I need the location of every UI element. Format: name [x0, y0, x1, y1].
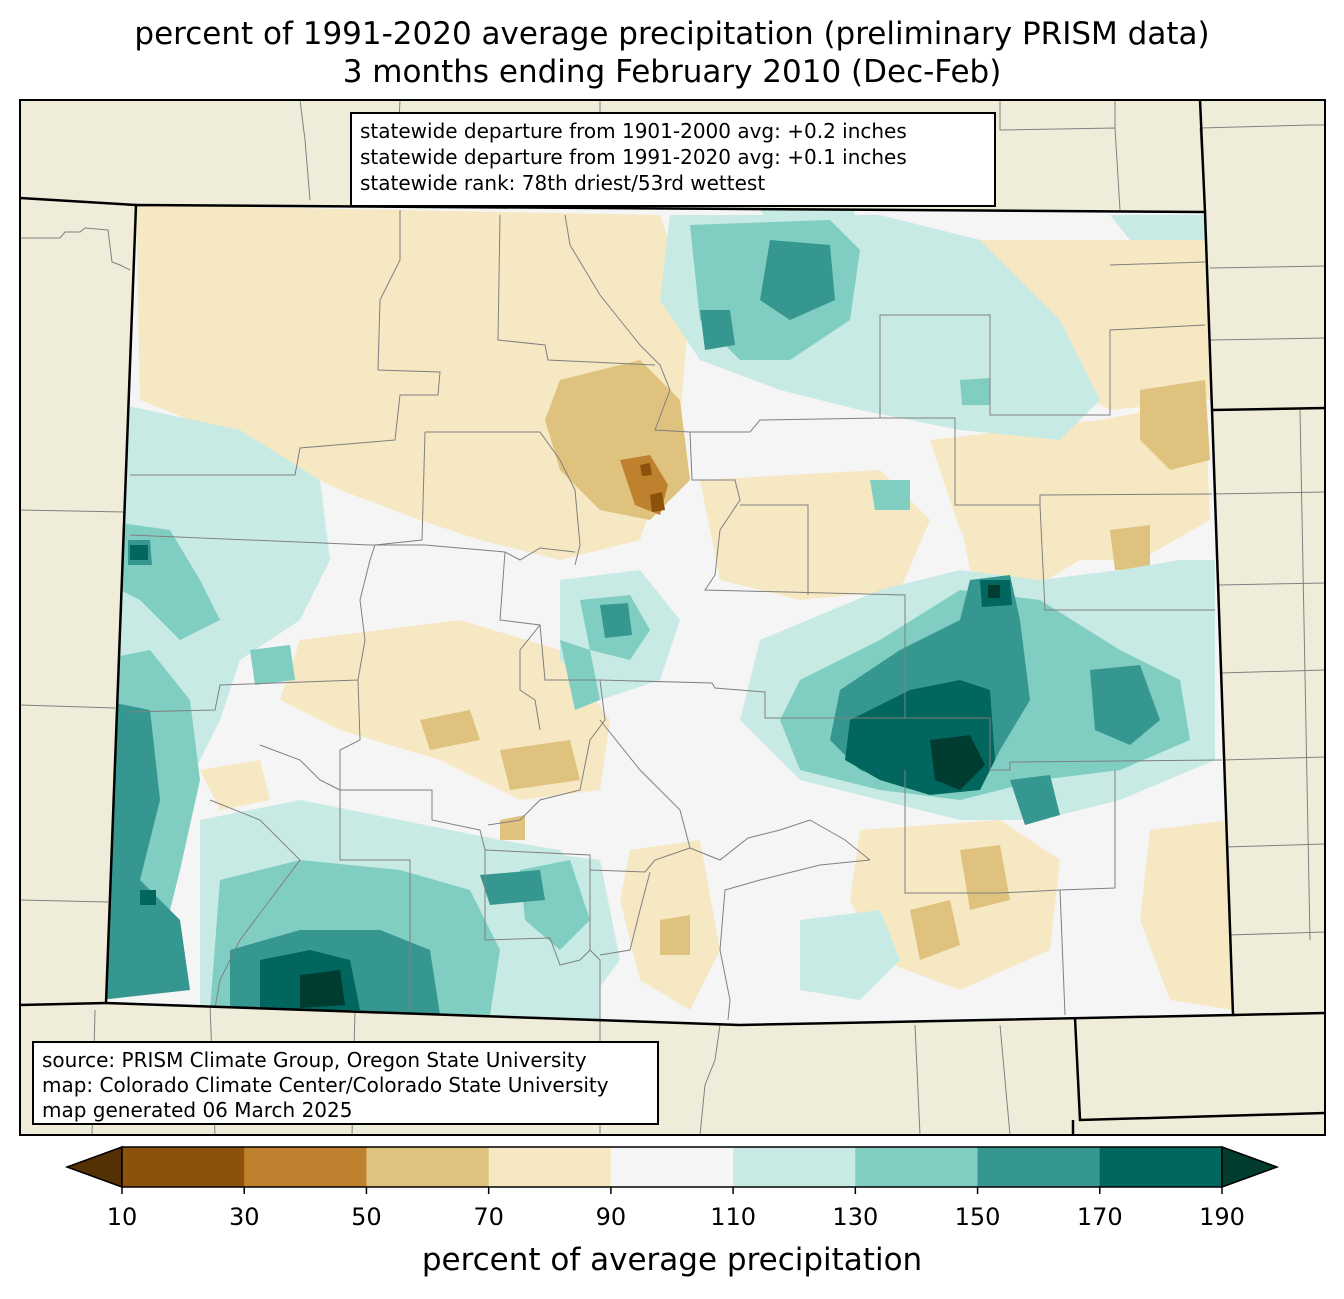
map-title-line1: percent of 1991-2020 average precipitati…	[134, 16, 1210, 52]
colorbar-tick-label: 10	[106, 1203, 138, 1231]
credits-line-3: map generated 06 March 2025	[42, 1098, 353, 1122]
map-frame	[19, 99, 1326, 1136]
colorbar-bin-2	[122, 1147, 245, 1187]
stats-line-1: statewide departure from 1901-2000 avg: …	[360, 119, 907, 143]
colorbar-tick-label: 70	[473, 1203, 504, 1231]
state-boundaries	[19, 99, 1326, 1135]
colorbar-bin-11	[1221, 1145, 1280, 1189]
colorbar-outline	[121, 1146, 1223, 1188]
colorbar-tick-label: 150	[954, 1203, 1001, 1231]
precipitation-field	[106, 205, 1233, 1025]
statewide-stats-box: statewide departure from 1901-2000 avg: …	[350, 112, 996, 207]
colorbar-tick-label: 190	[1199, 1203, 1245, 1231]
stats-line-2: statewide departure from 1991-2020 avg: …	[360, 145, 907, 169]
colorbar-tick-label: 50	[351, 1203, 382, 1231]
colorbar-tick-label: 30	[228, 1203, 260, 1231]
colorbar-bin-8	[855, 1147, 979, 1187]
colorbar-bin-3	[244, 1147, 367, 1187]
colorbar-tick-label: 130	[832, 1203, 879, 1231]
colorbar-label: percent of average precipitation	[421, 1242, 923, 1278]
colorbar-bin-4	[366, 1147, 490, 1187]
colorbar-bin-9	[977, 1147, 1101, 1187]
colorbar-bin-7	[733, 1147, 856, 1187]
stats-line-3: statewide rank: 78th driest/53rd wettest	[360, 171, 766, 195]
colorbar-tick-label: 170	[1076, 1203, 1123, 1231]
colorbar-bin-6	[610, 1147, 734, 1187]
colorbar-tick-label: 110	[710, 1203, 757, 1231]
colorbar-tick-label: 90	[595, 1203, 627, 1231]
credits-box: source: PRISM Climate Group, Oregon Stat…	[32, 1041, 659, 1125]
map-title-line2: 3 months ending February 2010 (Dec-Feb)	[342, 54, 1002, 90]
credits-line-1: source: PRISM Climate Group, Oregon Stat…	[42, 1048, 587, 1072]
colorbar-bin-5	[488, 1147, 612, 1187]
colorbar-bin-10	[1099, 1147, 1223, 1187]
colorbar-bin-1	[64, 1145, 123, 1189]
credits-line-2: map: Colorado Climate Center/Colorado St…	[42, 1073, 609, 1097]
